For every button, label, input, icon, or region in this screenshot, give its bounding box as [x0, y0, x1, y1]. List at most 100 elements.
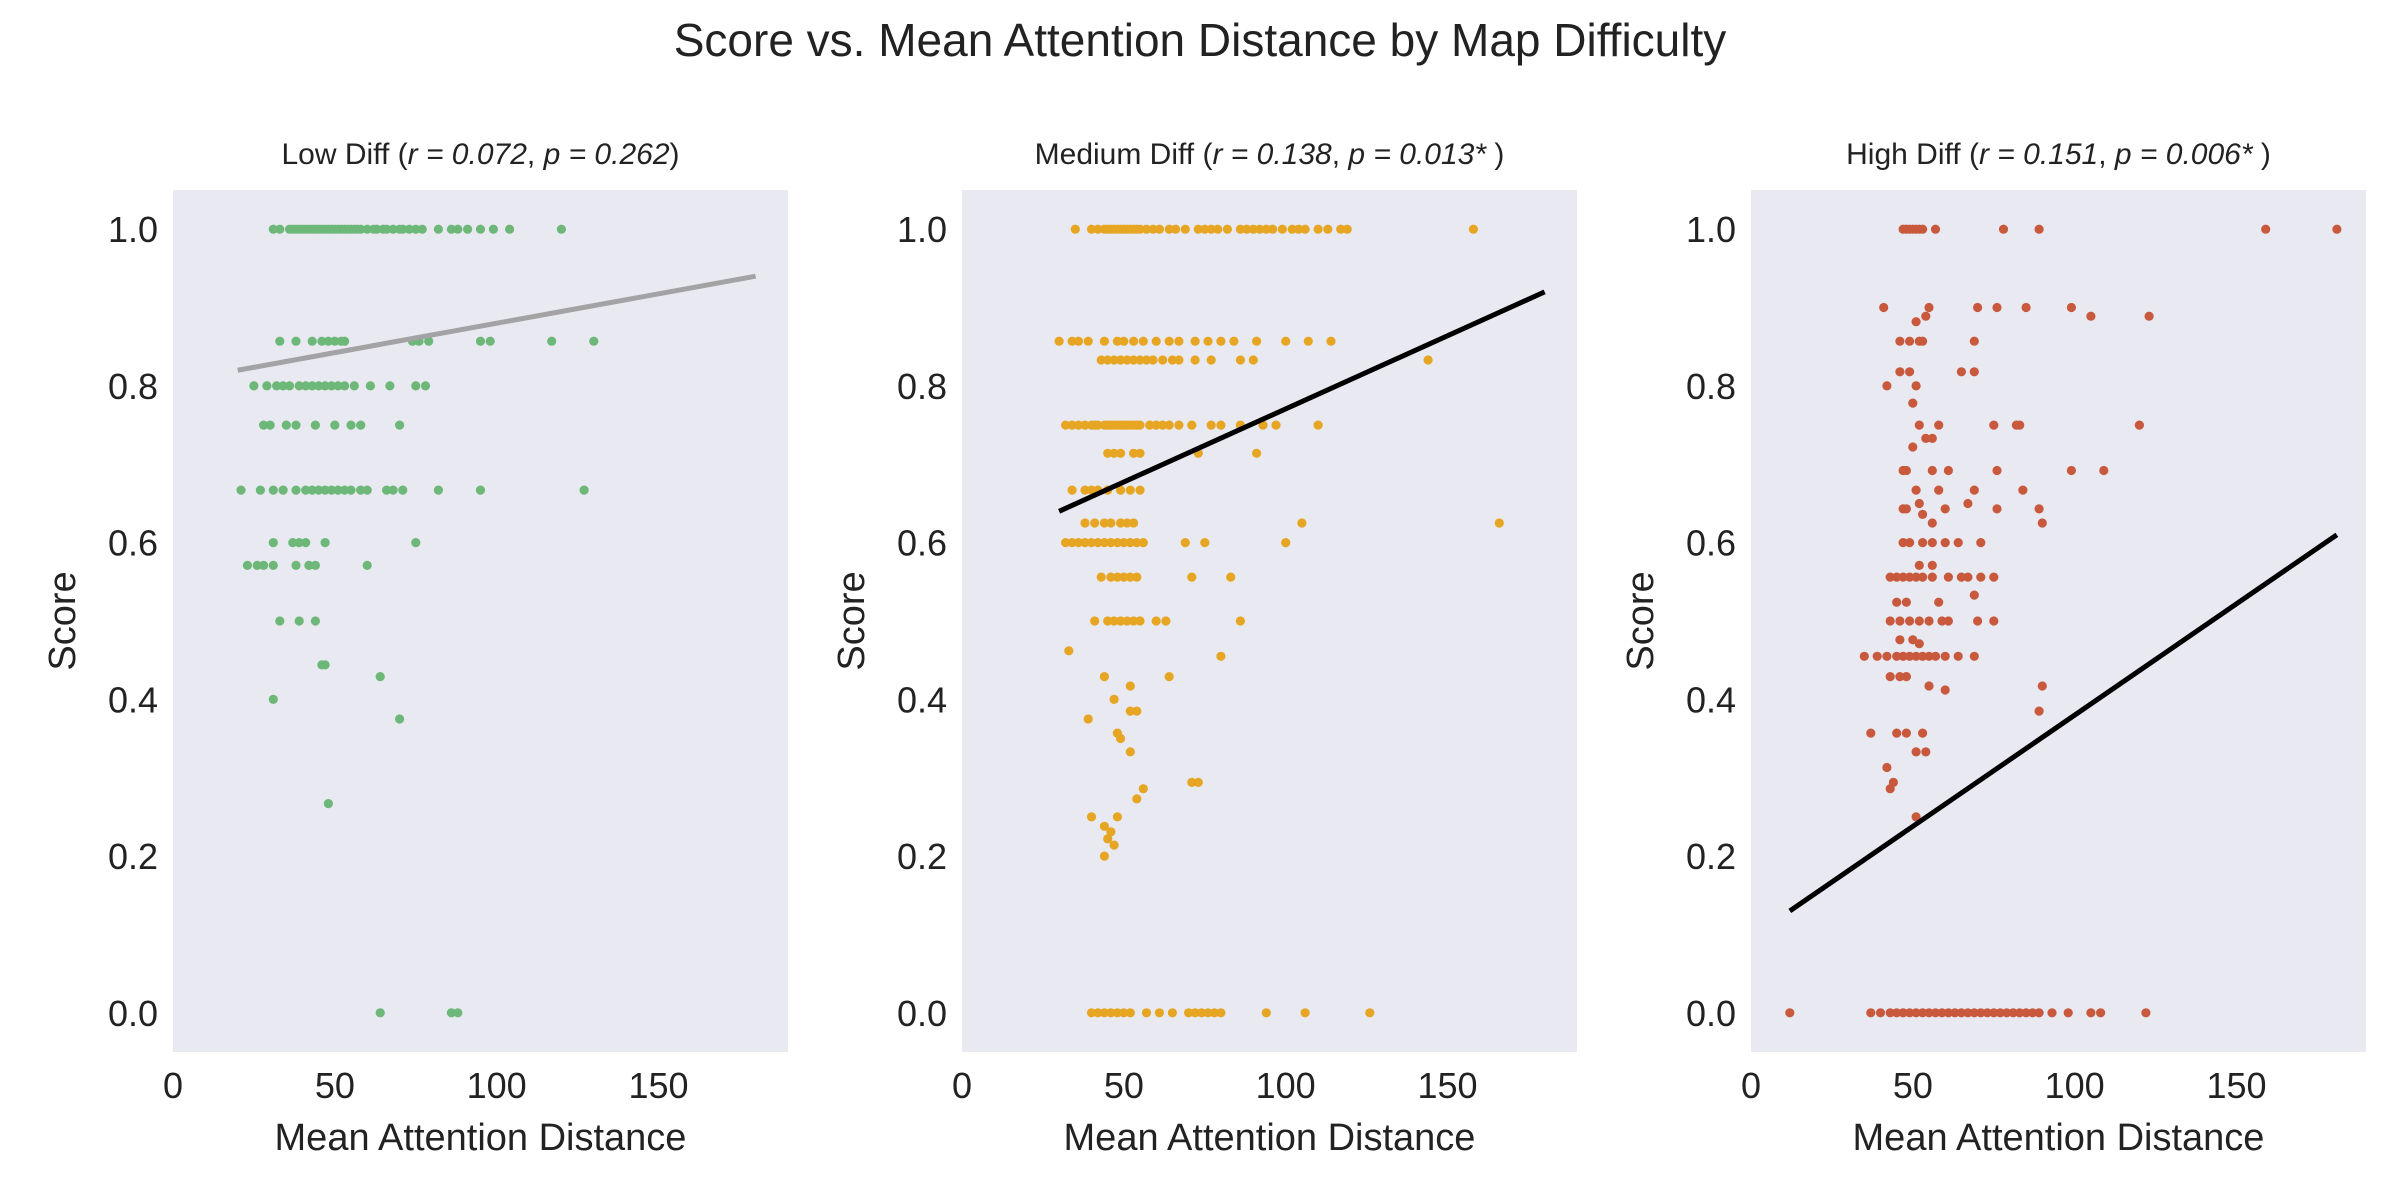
data-point: [1956, 367, 1966, 377]
data-point: [1206, 420, 1216, 430]
data-point: [1927, 560, 1937, 571]
data-point: [330, 420, 340, 430]
data-point: [1119, 1008, 1129, 1018]
y-tick-label: 1.0: [897, 209, 947, 250]
data-point: [1953, 651, 1963, 661]
data-point: [259, 420, 269, 430]
data-point: [1982, 1008, 1992, 1018]
data-point: [288, 538, 298, 548]
data-point: [1129, 448, 1139, 458]
data-point: [1135, 224, 1145, 234]
data-point: [1138, 336, 1148, 346]
y-axis-label: Score: [831, 571, 873, 670]
data-point: [463, 224, 473, 234]
data-point: [1303, 336, 1313, 346]
data-point: [1300, 1008, 1310, 1018]
data-point: [1135, 485, 1145, 495]
subplot-title: Low Diff (r = 0.072, p = 0.262): [281, 138, 679, 171]
data-point: [330, 336, 340, 346]
data-point: [1174, 420, 1184, 430]
title-close: ): [2253, 138, 2271, 171]
data-point: [2332, 224, 2342, 234]
data-point: [291, 485, 301, 495]
data-point: [1099, 851, 1109, 861]
data-point: [1956, 572, 1966, 582]
data-point: [1892, 728, 1902, 738]
x-tick-label: 0: [163, 1065, 183, 1106]
data-point: [1116, 518, 1126, 528]
title-p-value: p = 0.013*: [1347, 138, 1487, 171]
data-point: [1892, 1008, 1902, 1018]
data-point: [327, 485, 337, 495]
data-point: [1093, 538, 1103, 548]
data-point: [1116, 485, 1126, 495]
data-point: [1067, 420, 1077, 430]
data-point: [340, 381, 350, 391]
data-point: [320, 381, 330, 391]
data-point: [2086, 311, 2096, 321]
data-point: [265, 420, 275, 430]
data-point: [1083, 336, 1093, 346]
data-point: [2047, 1008, 2057, 1018]
data-point: [1116, 733, 1126, 744]
data-point: [1866, 728, 1876, 738]
data-point: [362, 560, 372, 571]
data-point: [1905, 336, 1915, 346]
data-point: [1905, 538, 1915, 548]
data-point: [1255, 224, 1265, 234]
x-tick-label: 150: [1417, 1065, 1477, 1106]
data-point: [411, 381, 421, 391]
data-point: [1905, 651, 1915, 661]
data-point: [395, 714, 405, 724]
data-point: [485, 336, 495, 346]
data-point: [1898, 651, 1908, 661]
y-tick-label: 0.8: [897, 366, 947, 407]
data-point: [1898, 1008, 1908, 1018]
data-point: [1908, 442, 1918, 452]
data-point: [375, 1008, 385, 1018]
data-point: [1086, 1008, 1097, 1018]
data-point: [2037, 681, 2047, 691]
data-point: [1268, 224, 1278, 234]
data-point: [1129, 616, 1139, 626]
data-point: [1918, 572, 1928, 582]
data-point: [1135, 355, 1145, 365]
data-point: [275, 336, 285, 346]
x-axis-label: Mean Attention Distance: [1853, 1117, 2265, 1159]
data-point: [1106, 538, 1116, 548]
data-point: [362, 224, 372, 234]
data-point: [1109, 355, 1119, 365]
data-point: [301, 381, 311, 391]
title-separator: ,: [527, 138, 544, 171]
data-point: [1248, 224, 1258, 234]
data-point: [1468, 224, 1478, 234]
data-point: [1083, 714, 1093, 724]
data-point: [1911, 812, 1921, 822]
data-point: [475, 336, 486, 346]
data-point: [1109, 694, 1119, 705]
data-point: [1882, 381, 1892, 391]
data-point: [1180, 538, 1190, 548]
data-point: [275, 616, 285, 626]
data-point: [1096, 355, 1106, 365]
data-point: [1976, 538, 1986, 548]
data-point: [2066, 465, 2076, 476]
data-point: [1125, 1008, 1135, 1018]
data-point: [278, 381, 288, 391]
data-point: [1992, 504, 2002, 514]
data-point: [1125, 681, 1135, 691]
data-point: [1494, 518, 1504, 528]
data-point: [1940, 504, 1950, 514]
data-point: [356, 224, 366, 234]
data-point: [340, 485, 350, 495]
data-point: [1109, 448, 1119, 458]
x-tick-label: 100: [467, 1065, 527, 1106]
data-point: [1930, 224, 1941, 234]
data-point: [1885, 616, 1895, 626]
data-point: [1992, 465, 2002, 476]
x-tick-label: 150: [2206, 1065, 2266, 1106]
data-point: [1125, 747, 1135, 757]
data-point: [1222, 224, 1232, 234]
data-point: [1164, 336, 1174, 346]
data-point: [1905, 616, 1915, 626]
